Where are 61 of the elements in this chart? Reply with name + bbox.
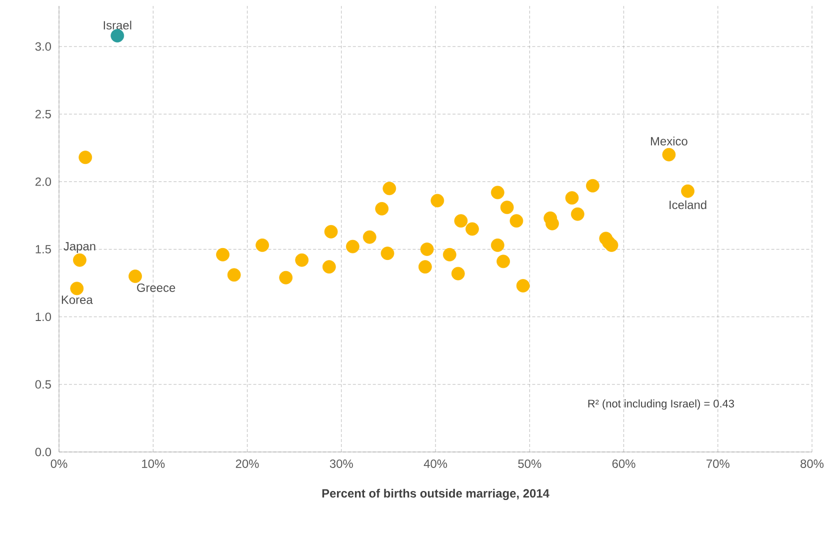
point <box>681 184 694 198</box>
point <box>570 207 584 221</box>
point <box>73 253 86 267</box>
point <box>375 202 389 216</box>
point <box>490 238 504 252</box>
point <box>70 282 84 296</box>
x-tick-label: 50% <box>518 460 542 468</box>
point <box>227 268 241 282</box>
point <box>430 194 444 208</box>
point <box>380 246 394 260</box>
annotation: R² (not including Israel) = 0.43 <box>588 399 734 410</box>
annotation: Iceland <box>670 200 706 210</box>
y-tick-label: 3.0 <box>35 42 52 51</box>
y-tick-label: 0.5 <box>35 380 51 389</box>
point <box>346 240 360 254</box>
x-tick-label: 0% <box>50 460 68 468</box>
point <box>451 266 465 280</box>
point <box>586 179 600 192</box>
y-tick-label: 2.5 <box>35 110 51 118</box>
x-tick-label: 30% <box>330 460 353 468</box>
point <box>128 270 142 283</box>
point <box>516 279 530 292</box>
annotation: Greece <box>137 283 176 292</box>
point <box>454 214 468 228</box>
x-axis-title: Percent of births outside marriage, 2014 <box>322 488 550 500</box>
y-tick-label: 1.0 <box>36 312 52 322</box>
annotation: Japan <box>64 242 96 253</box>
point <box>362 230 376 244</box>
point <box>510 214 524 228</box>
point <box>546 216 559 230</box>
point <box>295 253 309 267</box>
x-tick-label: 80% <box>800 460 824 468</box>
annotation: Israel <box>104 20 132 30</box>
x-tick-label: 60% <box>612 460 636 468</box>
y-tick-label: 0.0 <box>35 448 52 456</box>
annotation: Korea <box>62 296 93 304</box>
point <box>500 200 514 214</box>
point <box>322 260 336 274</box>
point <box>110 29 124 42</box>
point <box>662 148 676 162</box>
y-tick-label: 1.5 <box>36 245 51 254</box>
x-tick-label: 70% <box>706 460 730 468</box>
point <box>420 242 434 256</box>
point <box>604 238 618 252</box>
x-tick-label: 10% <box>142 460 165 468</box>
point <box>565 191 579 205</box>
point <box>216 248 230 262</box>
annotation: Mexico <box>650 136 688 146</box>
point <box>324 224 338 238</box>
point <box>382 182 396 196</box>
point <box>496 254 510 268</box>
point <box>442 248 456 262</box>
point <box>279 270 293 284</box>
point <box>418 260 432 274</box>
x-tick-label: 40% <box>424 460 448 468</box>
point <box>490 186 504 200</box>
point <box>78 150 92 164</box>
x-tick-label: 20% <box>236 460 259 468</box>
point <box>256 238 270 252</box>
y-tick-label: 2.0 <box>35 177 52 186</box>
point <box>466 222 479 236</box>
